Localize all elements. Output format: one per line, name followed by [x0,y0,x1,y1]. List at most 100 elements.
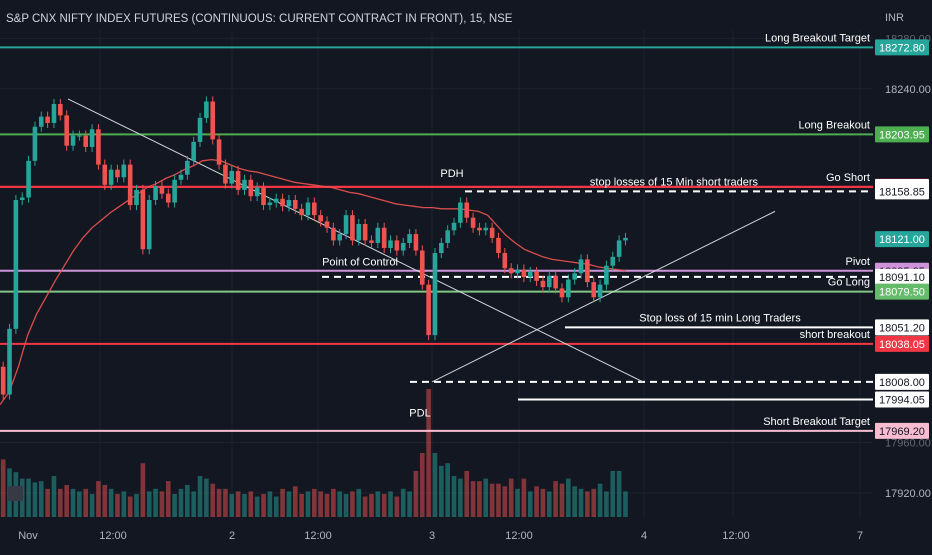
volume-bar [204,478,209,517]
level-annotation: Long Breakout [798,119,870,131]
volume-bar [191,491,196,517]
volume-bar [248,491,254,517]
level-annotation: Go Short [826,172,870,184]
volume-bar [299,493,304,517]
volume-bar [591,488,597,517]
volume-bar [102,485,108,517]
candle-body [426,284,431,336]
price-badges: 18272.8018203.9518162.5018162.3018158.85… [875,39,929,439]
candle-body [407,234,412,243]
price-badge: 18158.85 [875,183,929,200]
candle-body [445,230,450,243]
volume-bar [419,453,425,517]
price-badge-bg [875,335,929,352]
candle-body [419,250,425,285]
volume-bar [369,493,374,517]
price-badge-label: 18272.80 [879,42,925,54]
trendline-ascending [431,210,776,383]
volume-bar [508,478,514,517]
volume-bar [610,470,616,517]
volume-bar [115,493,120,517]
volume-bar [89,493,95,517]
candle-body [292,200,298,209]
volume-bar [26,478,31,517]
price-badge-bg [875,391,929,408]
chart-annotation: PDH [440,168,463,180]
volume-bar [70,488,76,517]
candle-body [32,126,38,161]
volume-bar [432,453,438,517]
candle-body [108,169,114,185]
volume-bar [540,488,546,517]
volume-bar [134,493,139,517]
volume-bar [140,463,146,517]
moving-average-line [0,158,626,405]
price-tick-label: 17920.00 [885,488,931,500]
volume-bar [534,486,539,517]
volume-bar [489,483,495,517]
time-tick-label: 3 [429,530,435,542]
price-badge-label: 18121.00 [879,234,925,246]
candle-body [388,240,393,248]
volume-bar [458,478,463,517]
price-badge-label: 18038.05 [879,339,925,351]
candle-body [165,193,171,203]
candle-body [464,202,470,218]
candle-body [127,164,133,206]
volume-bar [64,485,69,517]
volume-bar [350,491,355,517]
candle-body [502,253,508,269]
candle-body [515,269,520,274]
candle-body [267,202,273,206]
volume-bar [597,483,603,517]
volume-bar [146,491,152,517]
volume-bar [159,491,165,517]
candle-body [0,366,6,395]
candle-body [483,227,489,231]
price-badge: 17969.20 [875,422,929,439]
candle-body [134,189,139,206]
volume-bar [623,491,628,517]
candle-body [7,328,12,395]
volume-bar [45,488,50,517]
candle-body [616,240,622,257]
moving-average-layer [0,158,626,405]
candle-body [394,240,400,251]
candle-body [496,237,501,254]
volume-bar [77,491,82,517]
logo-badge[interactable] [8,486,23,501]
price-tick-label: 18240.00 [885,84,931,96]
candle-body [413,234,419,251]
candle-body [337,234,343,241]
candle-body [381,227,387,248]
volume-bar [375,491,381,517]
volume-bar [273,496,279,517]
volume-bar [197,476,203,517]
volume-bar [337,491,343,517]
price-tick-label: 17960.00 [885,438,931,450]
candle-body [458,202,463,223]
candle-body [115,169,120,178]
candle-body [58,104,63,116]
level-annotation: Stop loss of 15 min Long Traders [639,312,801,324]
price-badge-label: 18051.20 [879,322,925,334]
price-badge: 18051.20 [875,319,929,336]
candle-body [540,280,546,288]
candle-body [204,101,209,118]
price-badge-bg [875,39,929,56]
candle-body [51,104,57,123]
candle-body [89,129,95,147]
volume-bar [178,488,184,517]
candle-layer [0,96,628,400]
volume-bar [388,491,393,517]
volume-bar [312,488,317,517]
volume-bar [566,478,571,517]
volume-bar [127,496,133,517]
price-badge: 18272.80 [875,39,929,56]
time-tick-label: 7 [857,530,863,542]
volume-bar [185,485,190,517]
price-badge: 17994.05 [875,391,929,408]
price-badge-bg [875,283,929,300]
